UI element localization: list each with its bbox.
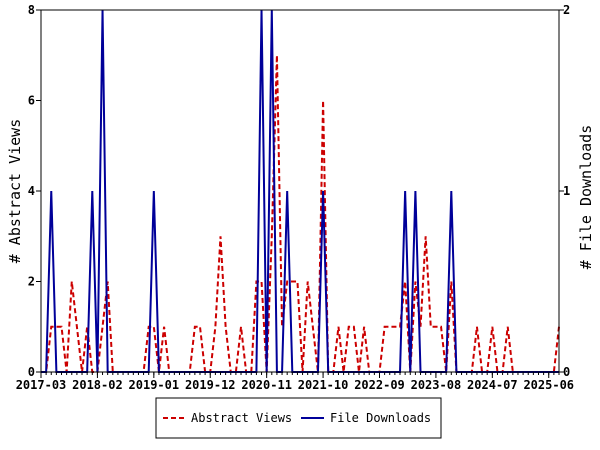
x-tick-label: 2019-12: [185, 378, 236, 392]
x-tick-label: 2019-01: [129, 378, 180, 392]
left-y-tick-label: 6: [28, 94, 35, 108]
left-y-tick-label: 0: [28, 365, 35, 379]
right-y-tick-label: 1: [563, 184, 570, 198]
x-tick-label: 2022-09: [354, 378, 405, 392]
x-tick-label: 2023-08: [411, 378, 462, 392]
right-axis-title: # File Downloads: [577, 125, 595, 270]
left-y-tick-label: 8: [28, 3, 35, 17]
legend-label-abstract-views: Abstract Views: [191, 411, 292, 425]
x-tick-label: 2025-06: [523, 378, 574, 392]
right-y-tick-label: 2: [563, 3, 570, 17]
x-tick-label: 2020-11: [241, 378, 292, 392]
legend: Abstract Views File Downloads: [155, 397, 442, 439]
x-tick-label: 2017-03: [16, 378, 67, 392]
left-y-tick-label: 2: [28, 275, 35, 289]
legend-box: [155, 397, 442, 439]
left-y-tick-label: 4: [28, 184, 35, 198]
x-tick-label: 2024-07: [467, 378, 518, 392]
x-tick-label: 2018-02: [72, 378, 123, 392]
ticks-layer: 2017-03 2018-02 2019-01 2019-12 2020-11 2021-…: [16, 3, 574, 392]
x-tick-label: 2021-10: [298, 378, 349, 392]
right-y-tick-label: 0: [563, 365, 570, 379]
left-axis-title: # Abstract Views: [6, 119, 24, 264]
legend-label-file-downloads: File Downloads: [330, 411, 431, 425]
